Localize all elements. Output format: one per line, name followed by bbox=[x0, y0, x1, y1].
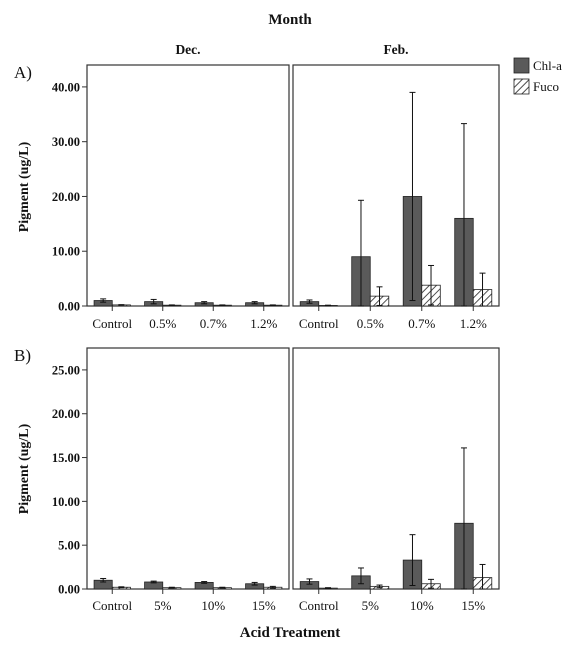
category-label: 0.5% bbox=[149, 316, 176, 331]
category-label: Control bbox=[299, 598, 339, 613]
category-label: 1.2% bbox=[460, 316, 487, 331]
panel-label: B) bbox=[14, 346, 31, 365]
y-tick-label: 30.00 bbox=[52, 135, 80, 149]
panels: A) Pigment (ug/L) 0.00 10.00 20.00 30.00 40.00… bbox=[14, 42, 500, 613]
y-tick-label: 10.00 bbox=[52, 245, 80, 259]
legend-swatch-fuco bbox=[513, 78, 530, 95]
facet-dec: Dec. Control 0.5% 0.7% 1.2% bbox=[86, 42, 290, 331]
facet-frame bbox=[86, 347, 290, 590]
facet-frame bbox=[292, 347, 500, 590]
y-tick-label: 0.00 bbox=[58, 583, 80, 597]
y-axis-title: Pigment (ug/L) bbox=[17, 423, 32, 514]
category-label: 0.7% bbox=[200, 316, 227, 331]
facet-title: Feb. bbox=[383, 42, 408, 57]
facet-dec: Control 5% 10% 15% bbox=[86, 347, 290, 613]
y-tick-label: 20.00 bbox=[52, 190, 80, 204]
category-label: Control bbox=[92, 598, 132, 613]
category-label: 0.7% bbox=[408, 316, 435, 331]
category-label: 10% bbox=[201, 598, 225, 613]
facet-title: Dec. bbox=[175, 42, 200, 57]
category-label: 1.2% bbox=[250, 316, 277, 331]
legend-label: Chl-a bbox=[533, 58, 562, 73]
category-label: 10% bbox=[410, 598, 434, 613]
legend-label: Fuco bbox=[533, 79, 559, 94]
y-tick-label: 0.00 bbox=[58, 300, 80, 314]
category-label: 0.5% bbox=[357, 316, 384, 331]
facet-frame bbox=[292, 64, 500, 307]
x-axis-title: Acid Treatment bbox=[240, 625, 340, 641]
facet-feb: Control 5% 10% 15% bbox=[292, 347, 500, 613]
category-label: Control bbox=[92, 316, 132, 331]
month-title: Month bbox=[268, 12, 312, 28]
category-label: Control bbox=[299, 316, 339, 331]
y-axis-title: Pigment (ug/L) bbox=[17, 141, 32, 232]
legend: Chl-a Fuco bbox=[513, 57, 562, 95]
category-label: 5% bbox=[362, 598, 380, 613]
y-tick-label: 25.00 bbox=[52, 363, 80, 377]
category-label: 15% bbox=[252, 598, 276, 613]
y-tick-label: 5.00 bbox=[58, 539, 80, 553]
y-tick-label: 15.00 bbox=[52, 451, 80, 465]
y-tick-label: 40.00 bbox=[52, 80, 80, 94]
facet-feb: Feb. Control 0.5% 0.7% 1.2% bbox=[292, 42, 500, 331]
category-label: 15% bbox=[461, 598, 485, 613]
y-tick-label: 20.00 bbox=[52, 407, 80, 421]
facet-frame bbox=[86, 64, 290, 307]
legend-swatch-chla bbox=[513, 57, 530, 74]
panel-a: A) Pigment (ug/L) 0.00 10.00 20.00 30.00 40.00… bbox=[14, 42, 500, 331]
panel-label: A) bbox=[14, 63, 32, 82]
y-tick-label: 10.00 bbox=[52, 495, 80, 509]
category-label: 5% bbox=[154, 598, 172, 613]
panel-b: B) Pigment (ug/L) 0.00 5.00 10.00 15.00 20.00 2… bbox=[14, 346, 500, 613]
